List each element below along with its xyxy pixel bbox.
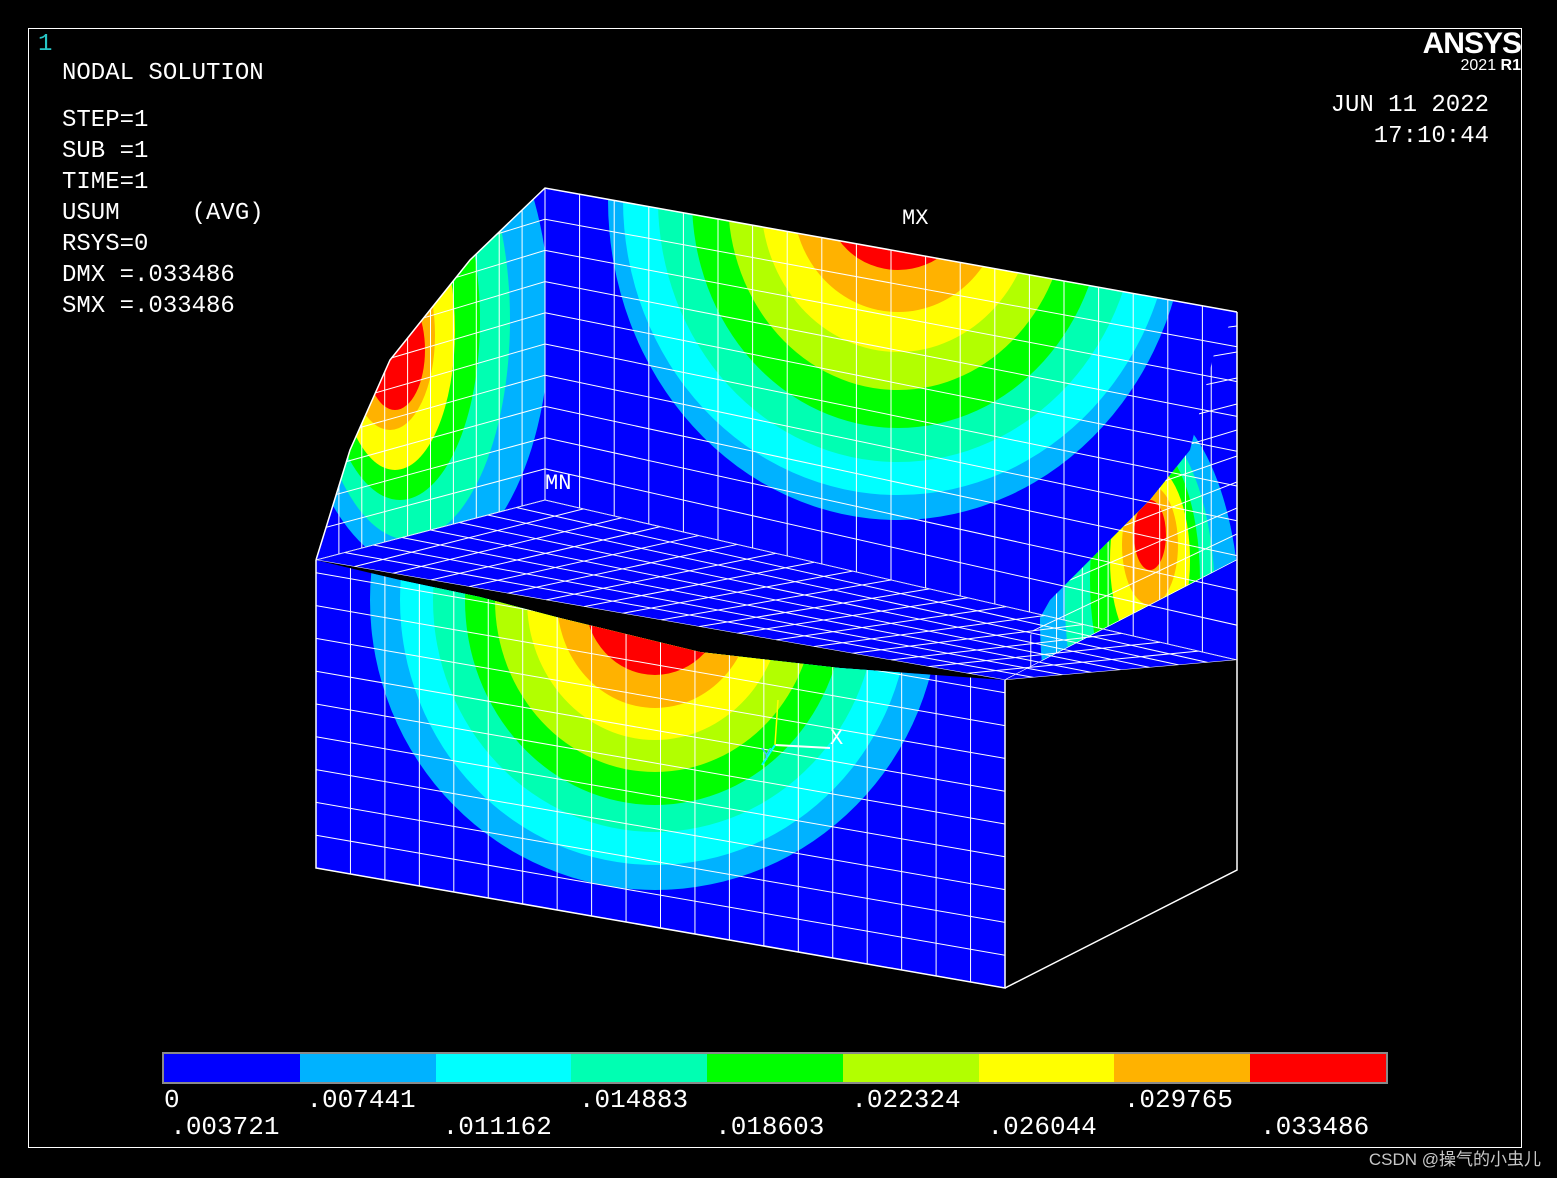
model-edges — [315, 187, 1238, 989]
mesh-line — [469, 535, 699, 588]
mesh-line — [851, 623, 1084, 654]
mesh-line — [316, 670, 1005, 792]
legend-swatch-1 — [299, 1054, 436, 1082]
info-step: STEP=1 — [62, 107, 149, 134]
mesh-line — [583, 561, 815, 608]
mesh-line — [545, 281, 1237, 417]
info-dmx: DMX =.033486 — [62, 262, 235, 289]
left-wall-face — [316, 188, 545, 560]
mesh-line — [316, 769, 1005, 891]
mesh-line — [545, 249, 1237, 383]
legend-swatch-5 — [842, 1054, 979, 1082]
mesh-line — [316, 703, 1005, 825]
ansys-logo: ANSYS 2021 R1 — [1422, 27, 1522, 74]
mesh-line — [545, 343, 1237, 487]
legend-swatch-0 — [164, 1054, 300, 1082]
info-sub: SUB =1 — [62, 138, 149, 165]
mesh-line — [813, 615, 1045, 648]
mesh-line — [1005, 715, 1237, 834]
legend-value-upper: .007441 — [306, 1085, 416, 1115]
mesh-line — [316, 736, 1005, 858]
mesh-line — [622, 570, 853, 614]
mesh-line — [660, 579, 892, 621]
legend-swatch-4 — [707, 1054, 843, 1082]
mesh-line — [1005, 777, 1237, 896]
legend-value-lower: .003721 — [170, 1112, 280, 1142]
info-rsys: RSYS=0 — [62, 231, 149, 258]
watermark-credit: CSDN @操气的小虫儿 — [1368, 1150, 1541, 1169]
legend-value-lower: .026044 — [987, 1112, 1097, 1142]
mesh-line — [545, 468, 1237, 626]
mesh-line — [545, 552, 776, 601]
mesh-line — [1005, 746, 1237, 865]
mesh-line — [545, 374, 1237, 522]
mesh-line — [316, 834, 1005, 956]
info-usum: USUM (AVG) — [62, 200, 264, 227]
mesh-line — [316, 405, 545, 471]
mesh-line — [1005, 684, 1237, 803]
mesh-line — [392, 517, 623, 574]
mesh-line — [775, 606, 1007, 641]
mesh-line — [545, 312, 1237, 452]
legend-value-lower: .018603 — [715, 1112, 825, 1142]
solution-title: NODAL SOLUTION — [62, 60, 264, 87]
legend-swatch-6 — [978, 1054, 1115, 1082]
legend-value-upper: .022324 — [851, 1085, 961, 1115]
inner-floor-face — [316, 500, 1237, 680]
mesh-line — [507, 543, 738, 594]
mesh-line — [545, 405, 1237, 557]
brand-year: 2021 — [1460, 57, 1497, 74]
mesh-line — [316, 605, 1005, 727]
brand-release: R1 — [1500, 57, 1521, 74]
triad-y-label: Y — [761, 746, 772, 766]
mesh-line — [1005, 808, 1237, 926]
mesh-line — [698, 588, 930, 628]
mesh-line — [354, 508, 584, 568]
mesh-line — [890, 632, 1122, 661]
mesh-line — [430, 526, 661, 581]
time-text: 17:10:44 — [1373, 123, 1489, 150]
mesh-line — [316, 637, 1005, 759]
timestamp: JUN 11 2022 17:10:44 — [1331, 90, 1489, 152]
info-time: TIME=1 — [62, 169, 149, 196]
legend-swatch-3 — [571, 1054, 708, 1082]
legend-value-upper: .014883 — [578, 1085, 689, 1115]
legend-value-lower: .033486 — [1260, 1112, 1370, 1142]
min-label: MN — [545, 471, 571, 496]
brand-name: ANSYS — [1422, 27, 1522, 60]
mesh-line — [316, 801, 1005, 923]
legend-swatch-7 — [1114, 1054, 1251, 1082]
contour-legend-bar — [162, 1052, 1388, 1084]
mesh-line — [966, 650, 1199, 674]
date-text: JUN 11 2022 — [1330, 92, 1489, 119]
info-smx: SMX =.033486 — [62, 293, 235, 320]
mesh-line — [736, 597, 968, 634]
mesh-line — [316, 437, 545, 501]
mesh-line — [545, 437, 1237, 591]
mesh-line — [316, 468, 545, 531]
legend-value-lower: .011162 — [442, 1112, 552, 1142]
max-label: MX — [902, 206, 928, 231]
triad-x-label: X — [830, 726, 843, 751]
mesh-line — [1005, 839, 1237, 957]
legend-value-upper: .029765 — [1123, 1085, 1233, 1115]
mesh-line — [928, 641, 1161, 668]
legend-value-upper: 0 — [164, 1085, 180, 1115]
coordinate-triad — [761, 699, 831, 766]
window-number: 1 — [38, 31, 53, 58]
mesh-line — [545, 218, 1237, 348]
graphics-window-frame — [28, 28, 1522, 1148]
legend-swatch-2 — [435, 1054, 572, 1082]
legend-swatch-8 — [1250, 1054, 1387, 1082]
